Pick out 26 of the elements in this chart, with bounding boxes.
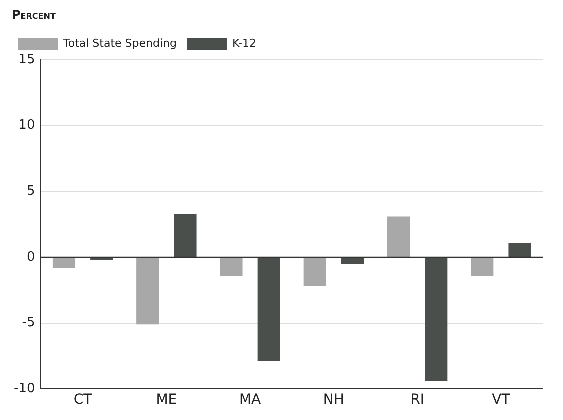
bar bbox=[220, 258, 243, 276]
bar bbox=[304, 258, 326, 286]
bar bbox=[425, 258, 448, 382]
y-tick-label: 10 bbox=[18, 118, 36, 134]
x-tick-label: ME bbox=[156, 392, 178, 408]
y-tick-label: 0 bbox=[26, 250, 36, 265]
bar bbox=[341, 258, 364, 264]
bar bbox=[258, 258, 280, 362]
bar bbox=[471, 258, 494, 276]
y-axis-title: Percent bbox=[12, 8, 56, 22]
x-tick-label: VT bbox=[492, 392, 511, 408]
legend-label: Total State Spending bbox=[62, 36, 177, 50]
x-tick-label: RI bbox=[410, 392, 424, 408]
y-tick-label: -10 bbox=[14, 382, 36, 397]
legend-label: K-12 bbox=[232, 36, 257, 50]
y-tick-label: -5 bbox=[22, 316, 36, 331]
bar bbox=[52, 258, 76, 268]
y-tick-label: 15 bbox=[18, 52, 36, 68]
bar bbox=[136, 258, 160, 325]
x-tick-label: MA bbox=[239, 392, 262, 408]
bar bbox=[174, 214, 197, 258]
x-tick-label: CT bbox=[74, 392, 93, 408]
bar bbox=[508, 243, 532, 258]
x-tick-label: NH bbox=[323, 392, 344, 408]
bar bbox=[387, 216, 410, 258]
y-tick-label: 5 bbox=[26, 184, 36, 200]
